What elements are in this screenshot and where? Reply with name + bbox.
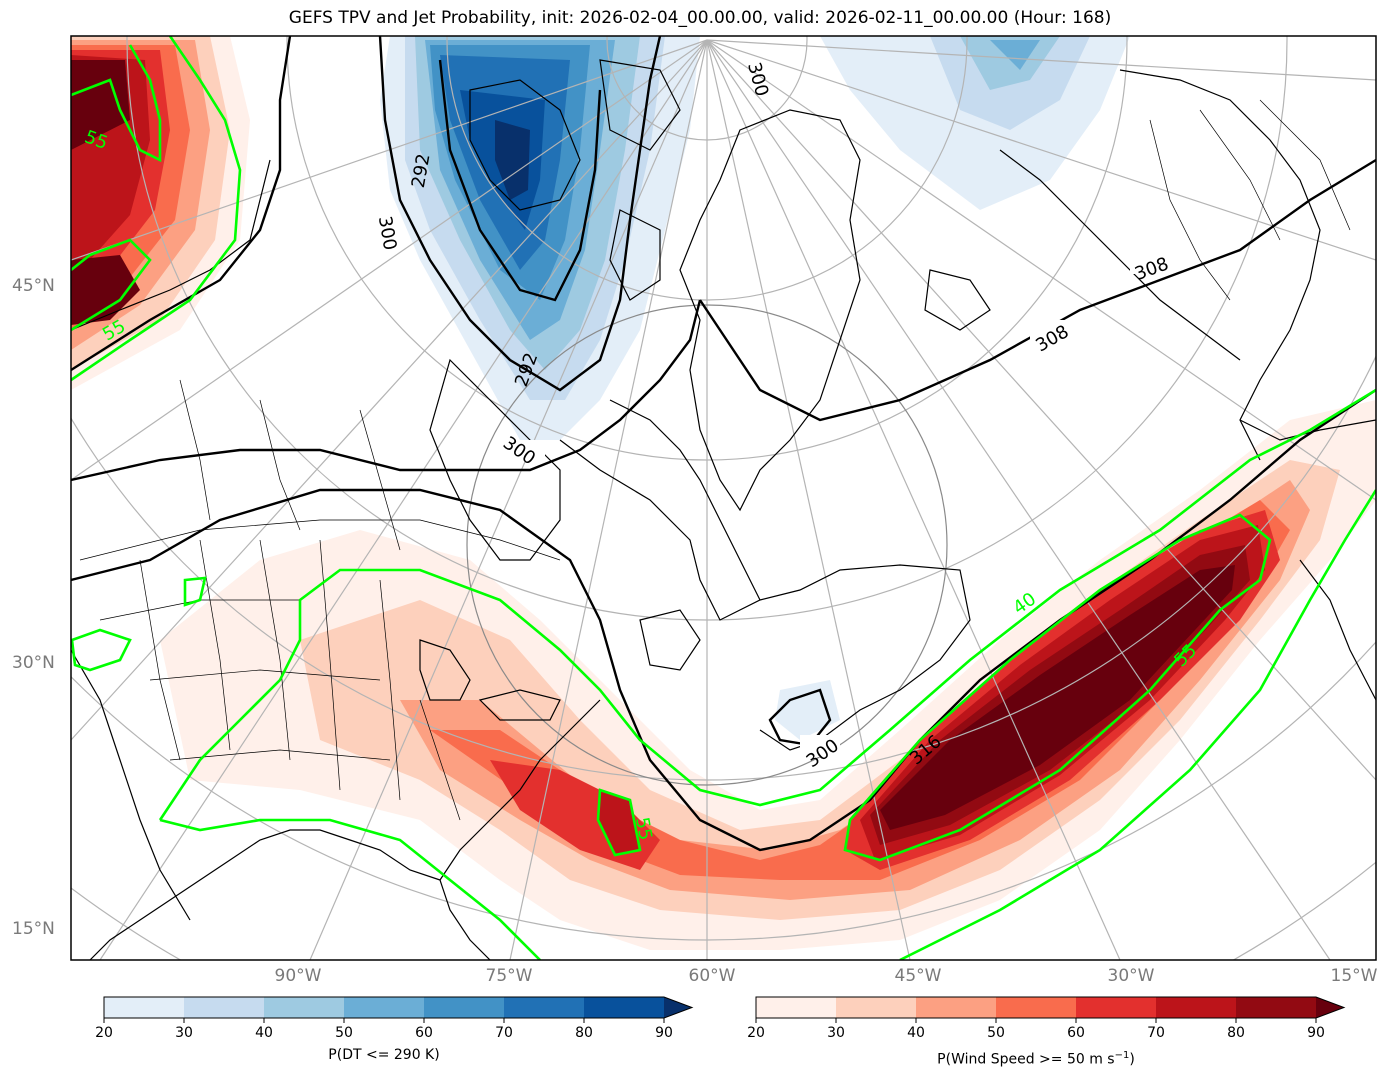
- colorbar-wind-segment: [1076, 997, 1156, 1018]
- wind-label: 55: [631, 816, 656, 842]
- colorbar-wind-tick: 20: [747, 1025, 765, 1041]
- colorbar-dt-tick: 80: [575, 1025, 593, 1041]
- lon-label: 30°W: [1107, 966, 1155, 986]
- map-frame: [70, 35, 1377, 961]
- colorbar-dt-tick: 20: [95, 1025, 113, 1041]
- wind-probability-field: [71, 36, 1376, 950]
- colorbar-dt-segment: [424, 997, 504, 1018]
- colorbar-dt-segment: [584, 997, 664, 1018]
- theta-label-bg: [1030, 320, 1072, 342]
- coastlines: [71, 59, 1376, 960]
- lat-label: 30°N: [12, 653, 55, 673]
- colorbar-dt-tick: 60: [415, 1025, 433, 1041]
- colorbar-wind-tick: 50: [987, 1025, 1005, 1041]
- lon-label: 45°W: [894, 966, 942, 986]
- wind-contours: [71, 36, 1376, 960]
- colorbar-dt-segment: [264, 997, 344, 1018]
- colorbar-dt-tick: 40: [255, 1025, 273, 1041]
- lon-label: 90°W: [274, 966, 322, 986]
- figure-title: GEFS TPV and Jet Probability, init: 2026…: [288, 8, 1112, 28]
- lon-label: 15°W: [1330, 966, 1378, 986]
- colorbar-wind-extend-arrow: [1316, 997, 1344, 1018]
- colorbar-wind-segment: [1236, 997, 1316, 1018]
- colorbar-dt-tick: 50: [335, 1025, 353, 1041]
- colorbar-dt-extend-arrow: [664, 997, 692, 1018]
- colorbar-wind-tick: 90: [1307, 1025, 1325, 1041]
- colorbar-wind: [755, 996, 1346, 1023]
- lon-label: 60°W: [688, 966, 736, 986]
- colorbar-wind-tick: 60: [1067, 1025, 1085, 1041]
- theta-label-bg: [360, 205, 390, 245]
- dt-probability-field: [380, 36, 1130, 740]
- lat-label: 45°N: [12, 276, 55, 296]
- colorbar-wind-segment: [996, 997, 1076, 1018]
- colorbar-wind-segment: [916, 997, 996, 1018]
- colorbar-dt-tick: 70: [495, 1025, 513, 1041]
- colorbar-wind-segment: [836, 997, 916, 1018]
- colorbar-wind-tick: 70: [1147, 1025, 1165, 1041]
- colorbar-dt-tick: 90: [655, 1025, 673, 1041]
- colorbar-wind-tick: 80: [1227, 1025, 1245, 1041]
- colorbar-wind-segment: [756, 997, 836, 1018]
- theta-label-bg: [500, 440, 545, 462]
- colorbar-dt-segment: [504, 997, 584, 1018]
- colorbar-dt-segment: [184, 997, 264, 1018]
- theta-label-bg: [1130, 252, 1172, 274]
- colorbar-dt: [103, 996, 694, 1023]
- colorbar-dt-tick: 30: [175, 1025, 193, 1041]
- theta-contours: [71, 36, 1376, 852]
- lon-label: 75°W: [485, 966, 533, 986]
- colorbar-wind-segment: [1156, 997, 1236, 1018]
- colorbar-dt-segment: [344, 997, 424, 1018]
- political-borders: [79, 99, 1351, 821]
- colorbar-wind-label: P(Wind Speed >= 50 m s−1): [937, 1050, 1135, 1068]
- colorbar-wind-tick: 40: [907, 1025, 925, 1041]
- theta-label-bg: [800, 735, 840, 757]
- colorbar-dt-label: P(DT <= 290 K): [328, 1047, 440, 1063]
- colorbar-wind-tick: 30: [827, 1025, 845, 1041]
- lat-label: 15°N: [12, 919, 55, 939]
- colorbar-dt-segment: [104, 997, 184, 1018]
